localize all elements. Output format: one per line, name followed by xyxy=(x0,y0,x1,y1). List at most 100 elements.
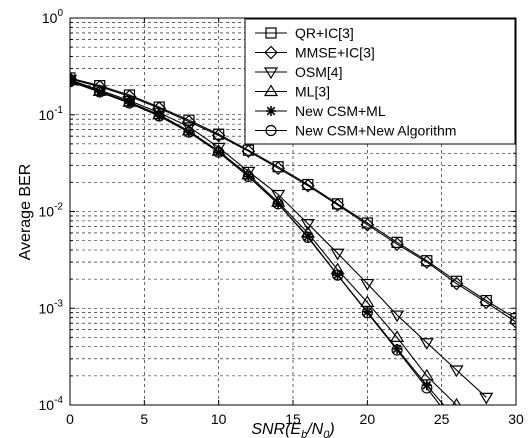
legend-entry: QR+IC[3] xyxy=(255,25,354,41)
y-tick-exponent: -3 xyxy=(54,298,63,309)
marker-star xyxy=(70,76,75,87)
series-circle xyxy=(70,76,462,431)
marker-diamond xyxy=(390,237,404,251)
legend-entry: OSM[4] xyxy=(255,64,342,80)
marker-diamond xyxy=(241,144,256,159)
legend-label: New CSM+ML xyxy=(295,103,386,119)
y-tick-label: 10-3 xyxy=(39,298,64,316)
marker-circle xyxy=(213,146,225,158)
y-tick-exponent: -1 xyxy=(54,105,63,116)
marker-diamond xyxy=(70,72,77,86)
x-tick-label: 0 xyxy=(66,411,74,427)
series-line xyxy=(70,79,487,398)
marker-star xyxy=(452,415,462,425)
marker-circle xyxy=(70,76,76,88)
marker-diamond xyxy=(271,161,285,176)
legend-label: OSM[4] xyxy=(295,64,342,80)
y-tick-base: 10 xyxy=(39,300,55,316)
marker-circle xyxy=(183,126,195,138)
x-tick-labels: 0 5 10 15 20 25 30 xyxy=(66,411,524,427)
star-stroke xyxy=(363,307,372,317)
marker-star xyxy=(362,306,373,317)
x-label-subscript: b xyxy=(301,429,307,438)
marker-circle xyxy=(265,124,277,137)
y-tick-exponent: 0 xyxy=(57,8,63,19)
star-stroke xyxy=(266,106,276,116)
marker-circle xyxy=(452,421,462,431)
y-tick-label: 10-2 xyxy=(39,202,64,220)
legend: QR+IC[3] MMSE+IC[3] OSM[4] ML[3] New CSM+ML N… xyxy=(244,18,516,145)
y-axis-label: Average BER xyxy=(17,164,34,261)
marker-star xyxy=(266,106,276,116)
star-stroke xyxy=(392,344,402,354)
x-tick-label: 30 xyxy=(508,411,524,427)
x-tick-label: 15 xyxy=(285,411,301,427)
star-stroke xyxy=(453,416,461,424)
star-stroke xyxy=(70,77,75,83)
marker-triangle-down xyxy=(330,248,345,261)
marker-circle xyxy=(332,269,344,281)
marker-circle xyxy=(421,382,433,394)
marker-triangle-down xyxy=(300,218,315,231)
marker-circle xyxy=(153,110,165,122)
marker-circle xyxy=(391,344,403,356)
marker-diamond xyxy=(330,198,345,212)
marker-triangle-down xyxy=(360,278,375,291)
marker-circle xyxy=(123,97,136,109)
y-tick-label: 100 xyxy=(42,8,64,26)
star-stroke xyxy=(70,80,75,86)
x-label-text: ) xyxy=(327,421,334,438)
series-diamond xyxy=(70,72,516,329)
legend-entry: New CSM+ML xyxy=(255,103,386,119)
marker-circle xyxy=(94,86,106,98)
series-line xyxy=(70,78,516,323)
marker-square xyxy=(450,275,463,287)
y-tick-exponent: -4 xyxy=(54,395,63,406)
x-label-text: /N xyxy=(306,421,323,438)
star-stroke xyxy=(453,416,461,424)
marker-triangle-down xyxy=(390,310,405,323)
marker-circle xyxy=(361,307,373,319)
marker-triangle-up xyxy=(263,84,279,97)
legend-box xyxy=(244,18,516,145)
x-label-text: SNR(E xyxy=(251,421,301,438)
y-tick-base: 10 xyxy=(39,397,55,413)
marker-triangle-up xyxy=(390,330,405,342)
y-tick-label: 10-4 xyxy=(39,395,64,413)
series-layer xyxy=(70,72,516,431)
series-line xyxy=(70,77,516,320)
marker-triangle-down xyxy=(263,67,279,80)
marker-triangle-down xyxy=(271,189,286,202)
y-tick-exponent: -2 xyxy=(54,202,63,213)
marker-triangle-up xyxy=(419,368,434,381)
y-tick-base: 10 xyxy=(42,10,58,26)
x-tick-label: 5 xyxy=(140,411,148,427)
x-tick-label: 25 xyxy=(434,411,450,427)
marker-diamond xyxy=(264,45,278,60)
legend-label: ML[3] xyxy=(295,84,330,100)
marker-triangle-down xyxy=(449,365,464,378)
marker-diamond xyxy=(479,295,494,310)
marker-diamond xyxy=(509,315,516,329)
marker-diamond xyxy=(449,276,464,291)
marker-diamond xyxy=(419,255,434,269)
marker-square xyxy=(265,27,277,39)
legend-entry: MMSE+IC[3] xyxy=(255,45,375,61)
y-tick-base: 10 xyxy=(39,107,55,123)
legend-entry: ML[3] xyxy=(255,84,330,100)
marker-diamond xyxy=(301,178,315,193)
x-axis-label: SNR(Eb/N0) xyxy=(251,421,334,438)
legend-label: New CSM+New Algorithm xyxy=(295,123,456,139)
marker-triangle-down xyxy=(419,338,434,350)
marker-diamond xyxy=(360,217,375,232)
legend-entry: New CSM+New Algorithm xyxy=(255,123,456,139)
x-tick-label: 10 xyxy=(211,411,227,427)
y-tick-label: 10-1 xyxy=(39,105,64,123)
marker-circle xyxy=(302,231,314,243)
star-stroke xyxy=(422,380,432,390)
marker-triangle-up xyxy=(452,397,461,405)
marker-triangle-up xyxy=(360,295,375,307)
marker-circle xyxy=(242,170,254,183)
